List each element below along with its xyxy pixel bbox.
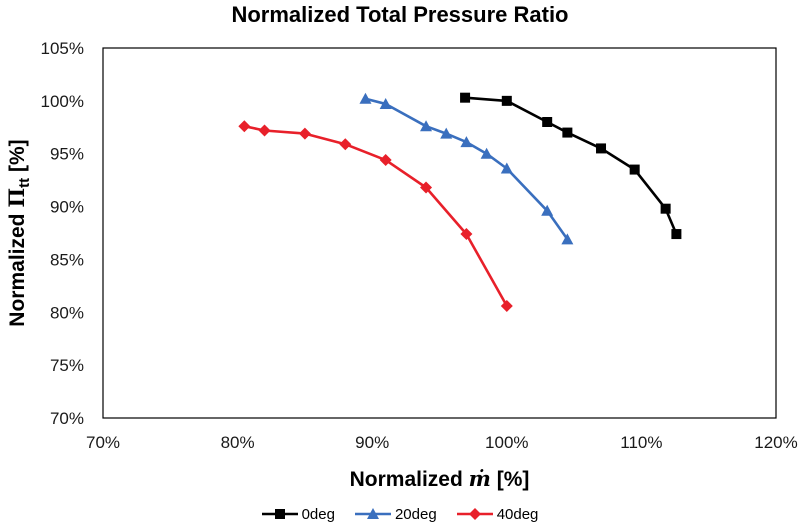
data-point-20deg	[440, 127, 453, 139]
data-point-20deg	[359, 92, 372, 104]
data-point-0deg	[671, 229, 682, 240]
data-point-0deg	[460, 92, 471, 103]
series-line-20deg	[365, 97, 569, 241]
legend-swatch-0deg	[261, 509, 298, 519]
data-point-0deg	[501, 95, 512, 106]
x-tick-label: 80%	[221, 433, 255, 452]
data-point-20deg	[561, 233, 574, 245]
chart-title: Normalized Total Pressure Ratio	[231, 2, 569, 27]
data-point-0deg	[629, 164, 640, 175]
x-tick-label: 110%	[620, 433, 662, 452]
axes-layer	[102, 47, 777, 419]
data-point-40deg	[420, 181, 433, 194]
legend-item-0deg: 0deg	[261, 505, 335, 523]
y-tick-label: 70%	[50, 409, 84, 428]
legend-item-40deg: 40deg	[456, 505, 539, 523]
series-40deg	[238, 120, 513, 312]
y-tick-label: 85%	[50, 250, 84, 269]
data-point-0deg	[660, 203, 671, 214]
data-point-20deg	[541, 204, 554, 216]
data-point-0deg	[542, 117, 553, 127]
data-point-20deg	[480, 147, 493, 159]
legend: 0deg 20deg 40deg	[0, 503, 800, 525]
data-point-20deg	[460, 136, 473, 148]
data-point-40deg	[500, 299, 513, 312]
data-point-20deg	[420, 120, 433, 132]
series-layer	[238, 92, 682, 312]
x-tick-label: 90%	[355, 433, 389, 452]
x-axis-title: Normalized ṁ [%]	[350, 466, 530, 491]
data-point-20deg	[500, 162, 513, 174]
y-axis-title: Normalized Πtt [%]	[4, 139, 33, 326]
data-point-40deg	[298, 127, 311, 140]
y-tick-label: 95%	[50, 145, 84, 164]
series-0deg	[460, 92, 682, 240]
legend-swatch-40deg	[456, 508, 493, 520]
y-tick-label: 75%	[50, 356, 84, 375]
data-point-20deg	[379, 98, 392, 110]
data-point-40deg	[258, 124, 271, 137]
y-tick-label: 90%	[50, 198, 84, 217]
legend-item-20deg: 20deg	[354, 505, 437, 523]
series-line-0deg	[465, 96, 678, 235]
series-20deg	[359, 92, 574, 245]
y-tick-label: 80%	[50, 303, 84, 322]
y-tick-label: 100%	[41, 92, 84, 111]
legend-marker-20deg	[366, 508, 379, 519]
plot-frame	[102, 47, 777, 419]
data-point-0deg	[562, 127, 573, 138]
data-point-40deg	[339, 138, 352, 151]
x-tick-label: 100%	[485, 433, 528, 452]
x-tick-label: 70%	[86, 433, 120, 452]
data-point-40deg	[238, 120, 251, 133]
legend-label-20deg: 20deg	[394, 505, 437, 523]
legend-label-0deg: 0deg	[301, 505, 335, 523]
data-point-0deg	[596, 143, 607, 154]
legend-label-40deg: 40deg	[496, 505, 539, 523]
legend-marker-40deg	[468, 508, 481, 520]
data-point-40deg	[460, 228, 473, 241]
x-tick-label: 120%	[754, 433, 797, 452]
labels-layer: 70% 80% 90% 100% 110% 120% 70% 75% 80% 85% 90% 95% 1…	[4, 39, 798, 491]
legend-marker-0deg	[274, 509, 285, 519]
series-line-40deg	[244, 124, 508, 307]
legend-swatch-20deg	[354, 508, 391, 519]
data-point-40deg	[379, 154, 392, 167]
y-tick-label: 105%	[41, 39, 84, 58]
